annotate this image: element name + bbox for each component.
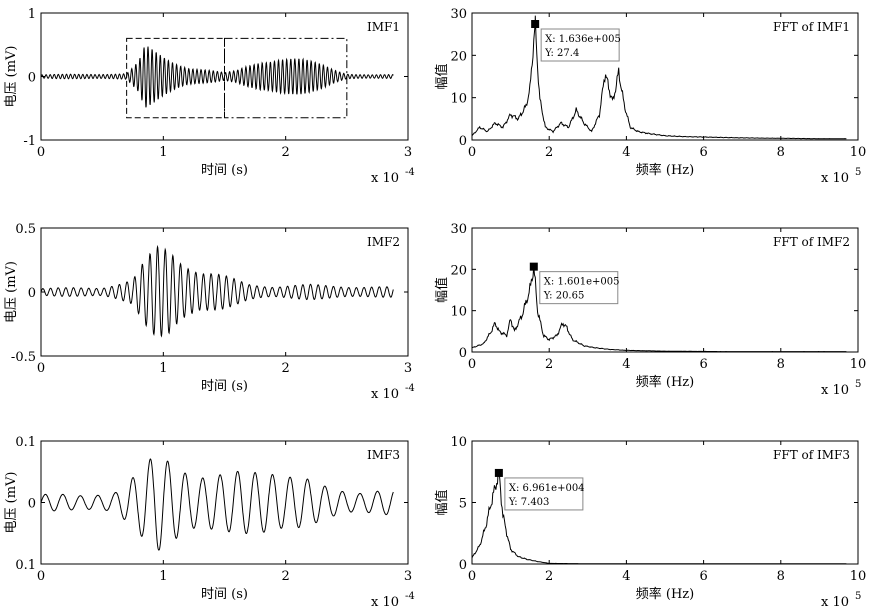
x-tick-label: 8 xyxy=(777,357,785,372)
y-tick-label: 0 xyxy=(459,346,467,361)
datatip-y: Y: 27.4 xyxy=(544,48,579,59)
y-tick-label: 10 xyxy=(450,92,467,107)
datatip-x: X: 6.961e+004 xyxy=(509,483,585,494)
y-tick-label: 0 xyxy=(28,497,36,512)
x-axis-label: 时间 (s) xyxy=(201,587,248,602)
chart-panel-3: 01230.50-0.5IMF2时间 (s)电压 (mV)x 10-4 xyxy=(4,222,415,402)
x-axis-label: 频率 (Hz) xyxy=(636,586,694,602)
datatip-marker[interactable] xyxy=(530,263,538,271)
y-tick-label: 20 xyxy=(450,263,467,278)
y-tick-label: 0.5 xyxy=(15,222,36,237)
x-tick-label: 3 xyxy=(404,361,412,376)
x-exponent-power: -4 xyxy=(405,383,415,394)
x-tick-label: 0 xyxy=(468,145,476,160)
x-tick-label: 1 xyxy=(159,569,167,584)
y-tick-label: -1 xyxy=(23,134,36,149)
x-tick-label: 0 xyxy=(37,361,45,376)
y-tick-label: -0.5 xyxy=(11,350,36,365)
datatip-x: X: 1.636e+005 xyxy=(545,34,621,45)
y-axis-label: 电压 (mV) xyxy=(4,472,19,534)
x-exponent-label: x 10 xyxy=(821,383,849,398)
x-axis-label: 频率 (Hz) xyxy=(636,162,694,178)
y-tick-label: 0 xyxy=(28,286,36,301)
y-tick-label: 10 xyxy=(450,435,467,450)
y-tick-label: 0 xyxy=(459,558,467,573)
x-exponent-power: 5 xyxy=(855,591,861,602)
y-tick-label: 5 xyxy=(459,497,467,512)
x-tick-label: 1 xyxy=(159,361,167,376)
x-tick-label: 1 xyxy=(159,145,167,160)
y-tick-label: 10 xyxy=(450,305,467,320)
x-exponent-label: x 10 xyxy=(821,171,849,186)
chart-title: IMF2 xyxy=(367,235,400,249)
x-tick-label: 6 xyxy=(699,357,707,372)
x-tick-label: 0 xyxy=(468,357,476,372)
y-axis-label: 幅值 xyxy=(434,63,450,89)
chart-title: FFT of IMF2 xyxy=(773,235,850,249)
x-exponent-power: -4 xyxy=(405,591,415,602)
x-tick-label: 8 xyxy=(777,145,785,160)
x-tick-label: 10 xyxy=(850,145,867,160)
chart-title: FFT of IMF3 xyxy=(773,448,850,462)
y-axis-label: 幅值 xyxy=(434,277,450,303)
x-tick-label: 0 xyxy=(37,569,45,584)
y-axis-label: 幅值 xyxy=(434,489,450,515)
datatip-marker[interactable] xyxy=(495,469,503,477)
chart-panel-6: 0 2 4 6 8 10 0 5 10 X: 6.961e+004 Y: 7.403 FFT of I… xyxy=(434,435,866,610)
x-tick-label: 10 xyxy=(850,357,867,372)
chart-panel-4: 0 2 4 6 8 10 0 10 20 30 X: 1.601e+005 Y: 20.65 FFT o… xyxy=(434,222,866,398)
datatip-x: X: 1.601e+005 xyxy=(544,277,620,288)
x-tick-label: 4 xyxy=(622,145,630,160)
x-tick-label: 2 xyxy=(282,569,290,584)
chart-panel-1: 012310-1IMF1时间 (s)电压 (mV)x 10-4 xyxy=(4,7,415,186)
y-tick-label: 20 xyxy=(450,49,467,64)
y-tick-label: 0.1 xyxy=(15,435,36,450)
datatip-marker[interactable] xyxy=(531,20,539,28)
chart-title: IMF3 xyxy=(367,448,400,462)
y-tick-label: 0 xyxy=(459,134,467,149)
x-tick-label: 2 xyxy=(282,145,290,160)
x-tick-label: 2 xyxy=(545,357,553,372)
x-exponent-label: x 10 xyxy=(371,171,399,186)
x-tick-label: 2 xyxy=(545,145,553,160)
x-axis-label: 时间 (s) xyxy=(201,379,248,394)
x-axis-label: 频率 (Hz) xyxy=(636,374,694,390)
x-exponent-power: -4 xyxy=(405,167,415,178)
x-exponent-power: 5 xyxy=(855,167,861,178)
chart-panel-2: 0 2 4 6 8 10 0 10 20 30 X: 1.636e+005 Y: 27.4 FFT of… xyxy=(434,7,866,186)
chart-title: IMF1 xyxy=(367,20,400,34)
x-tick-label: 2 xyxy=(282,361,290,376)
y-axis-label: 电压 (mV) xyxy=(4,46,19,108)
datatip-y: Y: 20.65 xyxy=(543,291,585,302)
x-tick-label: 6 xyxy=(699,145,707,160)
y-axis-label: 电压 (mV) xyxy=(4,261,19,323)
y-tick-label: 30 xyxy=(450,222,467,237)
x-tick-label: 4 xyxy=(622,357,630,372)
x-tick-label: 3 xyxy=(404,145,412,160)
x-tick-label: 0 xyxy=(37,145,45,160)
x-tick-label: 3 xyxy=(404,569,412,584)
y-tick-label: 0 xyxy=(28,71,36,86)
x-exponent-power: 5 xyxy=(855,379,861,390)
x-tick-label: 6 xyxy=(699,569,707,584)
x-exponent-label: x 10 xyxy=(371,387,399,402)
x-exponent-label: x 10 xyxy=(371,595,399,610)
y-tick-label: 0.1 xyxy=(15,558,36,573)
x-tick-label: 0 xyxy=(468,569,476,584)
x-axis-label: 时间 (s) xyxy=(201,163,248,178)
x-exponent-label: x 10 xyxy=(821,595,849,610)
datatip-y: Y: 7.403 xyxy=(508,497,550,508)
x-tick-label: 8 xyxy=(777,569,785,584)
x-tick-label: 10 xyxy=(850,569,867,584)
y-tick-label: 1 xyxy=(28,7,36,22)
chart-title: FFT of IMF1 xyxy=(773,20,850,34)
chart-panel-5: 01230.100.1IMF3时间 (s)电压 (mV)x 10-4 xyxy=(4,435,415,610)
y-tick-label: 30 xyxy=(450,7,467,22)
x-tick-label: 2 xyxy=(545,569,553,584)
x-tick-label: 4 xyxy=(622,569,630,584)
